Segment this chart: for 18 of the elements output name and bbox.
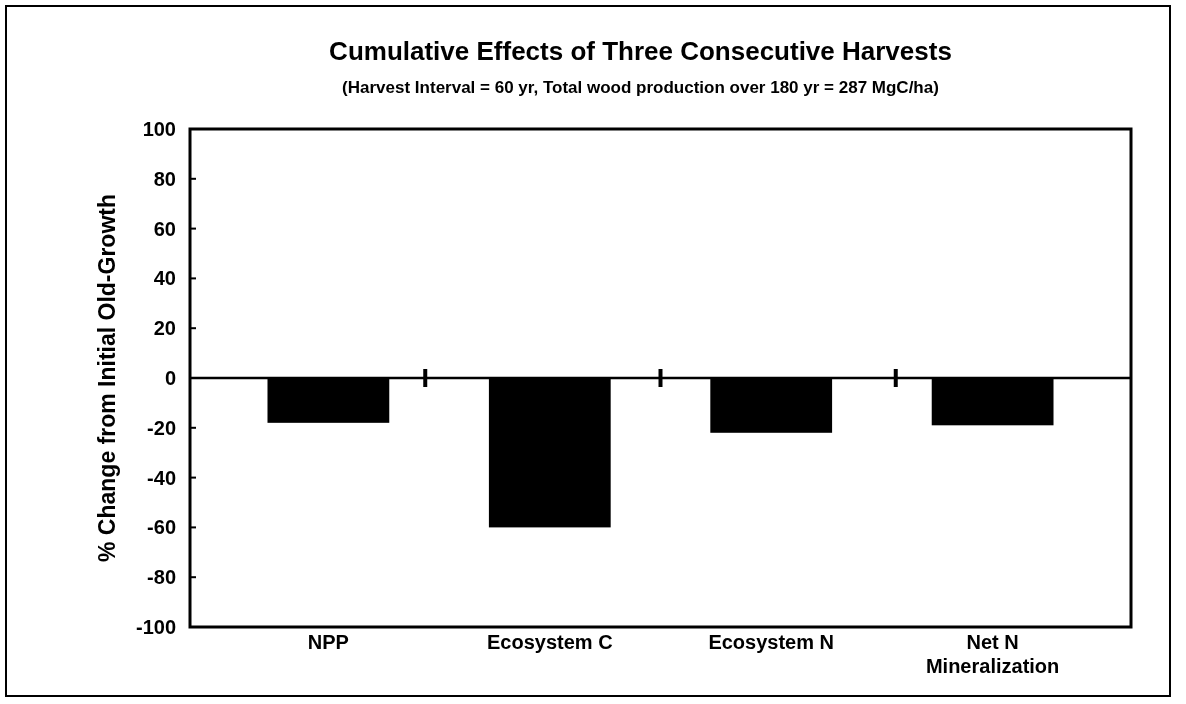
y-tick-label: -40 [147,466,176,489]
y-axis-title: % Change from Initial Old-Growth [94,194,120,562]
x-tick-label: Net N Mineralization [925,631,1060,677]
y-tick-label: -80 [147,566,176,589]
y-tick-label: 0 [164,367,176,389]
y-tick-label: 40 [153,267,176,290]
chart-title: Cumulative Effects of Three Consecutive Harvests [329,36,952,66]
x-tick-label: NPP [307,631,349,653]
y-tick-label: 20 [153,317,176,340]
y-tick-label: -100 [135,616,176,638]
x-tick-label: Ecosystem N [708,631,835,653]
x-tick-label: Ecosystem C [486,631,613,653]
y-tick-label: 60 [153,217,176,240]
y-tick-label: -20 [147,416,176,439]
chart-subtitle: (Harvest Interval = 60 yr, Total wood production over 180 yr = 287 MgC/ha) [342,78,939,97]
y-tick-label: 100 [142,118,176,140]
y-tick-label: -60 [147,516,176,539]
y-tick-label: 80 [153,167,176,190]
